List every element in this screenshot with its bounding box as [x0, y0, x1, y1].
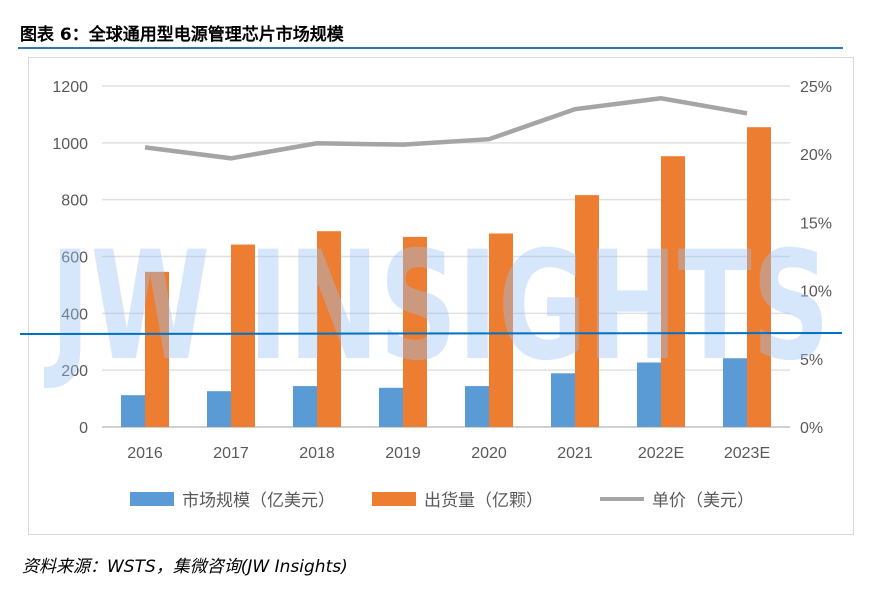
y2-tick-label: 15% — [800, 215, 832, 232]
bar-shipments — [231, 244, 255, 427]
x-tick-label: 2017 — [213, 445, 249, 462]
y2-tick-label: 20% — [800, 147, 832, 164]
bar-shipments — [489, 233, 513, 427]
bar-shipments — [575, 195, 599, 427]
legend-swatch — [130, 492, 174, 506]
x-tick-label: 2021 — [557, 445, 593, 462]
bar-market-size — [207, 391, 231, 427]
bar-market-size — [465, 386, 489, 427]
bar-shipments — [145, 271, 169, 427]
legend-label: 市场规模（亿美元） — [182, 491, 335, 511]
bar-market-size — [379, 387, 403, 427]
figure-title: 图表 6：全球通用型电源管理芯片市场规模 — [20, 25, 344, 45]
x-tick-label: 2020 — [471, 445, 507, 462]
x-tick-label: 2018 — [299, 445, 335, 462]
x-tick-label: 2023E — [724, 445, 770, 462]
y-tick-label: 1000 — [52, 136, 88, 153]
bar-market-size — [551, 373, 575, 427]
bar-shipments — [403, 236, 427, 427]
legend-label: 出货量（亿颗） — [424, 491, 543, 511]
bar-market-size — [293, 386, 317, 427]
source-note: 资料来源：WSTS，集微咨询(JW Insights) — [22, 557, 348, 577]
y-tick-label: 200 — [61, 363, 88, 380]
y-tick-label: 400 — [61, 306, 88, 323]
bar-shipments — [317, 231, 341, 427]
bar-shipments — [747, 127, 771, 428]
bar-market-size — [637, 362, 661, 427]
title-rule — [18, 47, 843, 49]
y-tick-label: 0 — [79, 420, 88, 437]
x-tick-label: 2016 — [127, 445, 163, 462]
watermark-rule — [19, 332, 843, 335]
legend-label: 单价（美元） — [652, 491, 754, 511]
y-tick-label: 800 — [61, 193, 88, 210]
legend-swatch — [372, 492, 416, 506]
bar-market-size — [121, 395, 145, 427]
y-tick-label: 600 — [61, 250, 88, 267]
bar-shipments — [661, 156, 685, 428]
y2-tick-label: 10% — [800, 284, 832, 301]
chart-frame — [28, 57, 854, 535]
x-tick-label: 2019 — [385, 445, 421, 462]
y2-tick-label: 25% — [800, 79, 832, 96]
y-tick-label: 1200 — [52, 79, 88, 96]
y2-tick-label: 5% — [800, 352, 823, 369]
line-unit-price — [144, 96, 748, 161]
x-tick-label: 2022E — [638, 445, 684, 462]
bar-market-size — [723, 358, 747, 427]
y2-tick-label: 0% — [800, 420, 823, 437]
watermark: JW INSIGHTS — [43, 220, 830, 394]
